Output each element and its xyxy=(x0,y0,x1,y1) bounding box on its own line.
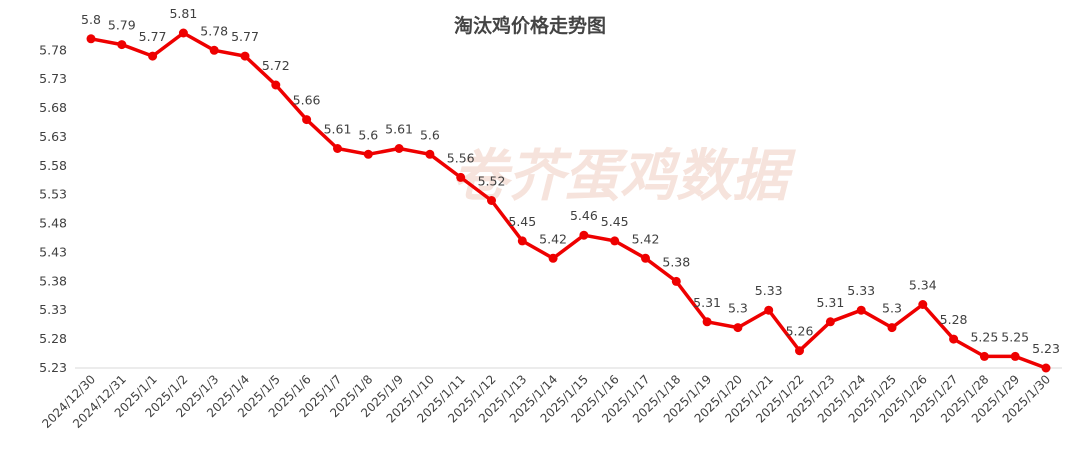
data-label: 5.81 xyxy=(169,6,197,21)
data-point xyxy=(1010,351,1020,361)
data-point xyxy=(487,196,496,205)
data-point xyxy=(148,51,158,61)
data-label: 5.28 xyxy=(940,312,968,327)
data-point xyxy=(1041,363,1051,373)
data-markers xyxy=(86,28,1051,373)
data-label: 5.72 xyxy=(262,58,290,73)
data-labels: 5.8 5.795.775.815.78 5.775.725.665.61 5.6 5.… xyxy=(81,6,1060,356)
data-point xyxy=(548,253,558,263)
data-point xyxy=(363,149,373,159)
data-point xyxy=(86,34,96,44)
data-label: 5.6 xyxy=(358,127,378,142)
data-label: 5.42 xyxy=(539,231,567,246)
data-point xyxy=(702,317,712,327)
data-point xyxy=(178,28,188,38)
data-label: 5.77 xyxy=(231,29,259,44)
data-point xyxy=(579,230,589,240)
data-label: 5.45 xyxy=(508,214,536,229)
data-point xyxy=(333,144,342,153)
data-point xyxy=(764,305,774,315)
data-point xyxy=(456,172,466,182)
data-point xyxy=(825,317,835,327)
data-point xyxy=(671,276,681,286)
data-point xyxy=(425,149,435,159)
data-label: 5.45 xyxy=(601,214,629,229)
data-point xyxy=(394,144,404,153)
y-tick-label: 5.53 xyxy=(39,187,67,202)
data-label: 5.61 xyxy=(385,122,413,137)
data-label: 5.3 xyxy=(728,301,748,316)
y-tick-label: 5.33 xyxy=(39,302,67,317)
data-label: 5.8 xyxy=(81,12,101,27)
data-label: 5.25 xyxy=(970,329,998,344)
data-label: 5.6 xyxy=(420,127,440,142)
data-label: 5.26 xyxy=(786,324,814,339)
y-tick-label: 5.28 xyxy=(39,331,67,346)
y-tick-label: 5.73 xyxy=(39,71,67,86)
data-point xyxy=(302,115,312,125)
data-label: 5.33 xyxy=(755,283,783,298)
y-tick-label: 5.78 xyxy=(39,42,67,57)
data-label: 5.31 xyxy=(693,295,721,310)
y-tick-label: 5.63 xyxy=(39,129,67,144)
data-label: 5.52 xyxy=(478,174,506,189)
data-point xyxy=(641,253,650,263)
data-point xyxy=(733,323,743,333)
data-point xyxy=(517,236,527,246)
data-label: 5.31 xyxy=(816,295,844,310)
data-point xyxy=(979,351,989,361)
data-point xyxy=(209,45,219,55)
y-tick-label: 5.23 xyxy=(39,360,67,375)
data-point xyxy=(610,236,620,246)
data-point xyxy=(795,346,804,356)
data-label: 5.66 xyxy=(293,93,321,108)
data-point xyxy=(887,323,897,333)
data-label: 5.77 xyxy=(139,29,167,44)
y-tick-label: 5.38 xyxy=(39,273,67,288)
y-tick-label: 5.68 xyxy=(39,100,67,115)
y-tick-label: 5.58 xyxy=(39,158,67,173)
data-label: 5.33 xyxy=(847,283,875,298)
y-axis: 5.23 5.28 5.33 5.38 5.43 5.48 5.53 5.58 5.63 5.68… xyxy=(39,42,67,375)
data-point xyxy=(117,40,127,50)
data-label: 5.25 xyxy=(1001,329,1029,344)
y-tick-label: 5.48 xyxy=(39,216,67,231)
data-point xyxy=(856,305,866,315)
data-point xyxy=(271,80,281,90)
data-label: 5.46 xyxy=(570,208,598,223)
chart-title: 淘汰鸡价格走势图 xyxy=(454,14,606,37)
data-label: 5.78 xyxy=(200,23,228,38)
data-label: 5.34 xyxy=(909,278,937,293)
data-label: 5.23 xyxy=(1032,341,1060,356)
watermark-text: 卷芥蛋鸡数据 xyxy=(452,143,796,209)
data-point xyxy=(949,334,959,344)
price-line xyxy=(89,31,1048,370)
data-label: 5.3 xyxy=(882,301,902,316)
data-label: 5.42 xyxy=(632,231,660,246)
y-tick-label: 5.43 xyxy=(39,244,67,259)
data-point xyxy=(240,51,250,61)
x-axis: 2024/12/302024/12/312025/1/12025/1/22025… xyxy=(39,372,1053,431)
data-label: 5.38 xyxy=(662,254,690,269)
data-label: 5.56 xyxy=(447,150,475,165)
data-label: 5.61 xyxy=(324,122,352,137)
data-label: 5.79 xyxy=(108,18,136,33)
data-point xyxy=(918,300,928,309)
